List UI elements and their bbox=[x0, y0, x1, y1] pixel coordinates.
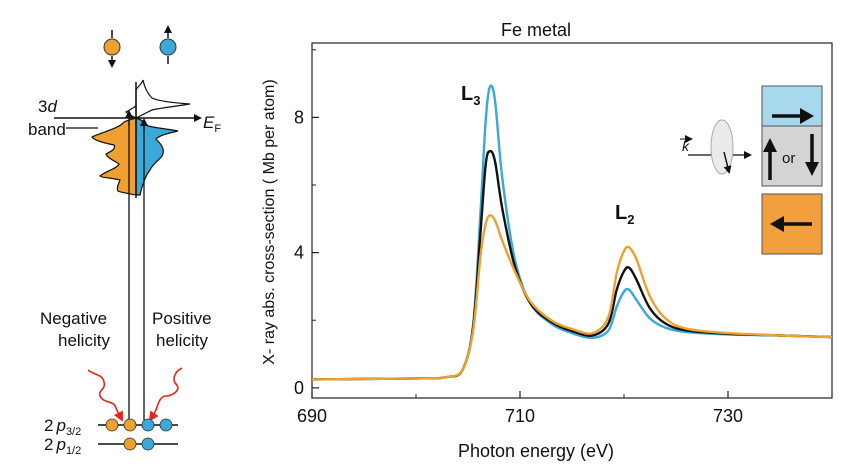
x-tick-label: 690 bbox=[297, 406, 327, 426]
band-schematic: EF 3d band Negative helicity Positive he… bbox=[28, 25, 221, 457]
y-tick-label: 8 bbox=[294, 107, 304, 127]
y-tick-label: 0 bbox=[294, 378, 304, 398]
x-tick-label: 730 bbox=[713, 406, 743, 426]
or-label: or bbox=[782, 150, 795, 167]
negative-photon-icon bbox=[87, 369, 123, 422]
annotation-l2: L2 bbox=[615, 202, 634, 227]
y-tick-label: 4 bbox=[294, 243, 304, 263]
positive-helicity-label-line2: helicity bbox=[156, 331, 208, 350]
positive-photon-icon bbox=[148, 367, 183, 422]
y-axis-label: X- ray abs. cross-section ( Mb per atom) bbox=[261, 79, 278, 364]
positive-helicity-label-line1: Positive bbox=[152, 309, 212, 328]
core-electron-icon bbox=[159, 418, 173, 432]
circular-polarization-icon bbox=[688, 119, 752, 175]
arrow-down-icon bbox=[805, 134, 819, 176]
core-electron-icon bbox=[123, 418, 137, 432]
level-2p12-label: 2 p1/2 bbox=[44, 435, 81, 457]
arrow-right-icon bbox=[772, 108, 814, 124]
negative-helicity-label-line2: helicity bbox=[58, 331, 110, 350]
spin-up-electron-icon bbox=[159, 25, 177, 64]
negative-helicity-label-line1: Negative bbox=[40, 309, 107, 328]
arrow-left-icon bbox=[770, 216, 812, 232]
fermi-label: EF bbox=[203, 113, 221, 135]
chart: 690 710 730 0 4 8 Fe metal Photon energy (eV)… bbox=[261, 20, 833, 461]
dos-occupied-up bbox=[135, 117, 179, 196]
tick-layer: 690 710 730 0 4 8 bbox=[294, 49, 743, 426]
core-electron-icon bbox=[141, 418, 155, 432]
spin-down-electron-icon bbox=[103, 30, 121, 68]
dos-occupied-down bbox=[91, 117, 137, 196]
dos-unoccupied-down bbox=[124, 104, 137, 119]
level-2p32-label: 2 p3/2 bbox=[44, 416, 81, 438]
core-electron-icon bbox=[123, 437, 137, 451]
annotation-l3: L3 bbox=[461, 83, 480, 108]
chart-title: Fe metal bbox=[501, 20, 571, 40]
series-line-2 bbox=[311, 214, 833, 381]
arrow-up-icon bbox=[763, 138, 777, 180]
dos-unoccupied-up bbox=[135, 79, 191, 119]
core-electron-icon bbox=[105, 418, 119, 432]
k-vector-label: k bbox=[682, 138, 690, 154]
polarization-legend: or k bbox=[680, 85, 823, 255]
plot-frame bbox=[311, 42, 833, 399]
band-label-line2: band bbox=[28, 120, 66, 139]
series-layer bbox=[311, 84, 833, 381]
series-line-1 bbox=[311, 149, 833, 381]
core-electron-icon bbox=[141, 437, 155, 451]
fermi-subscript: F bbox=[214, 123, 221, 135]
band-label-line1: 3d bbox=[38, 97, 57, 116]
x-tick-label: 710 bbox=[505, 406, 535, 426]
x-axis-label: Photon energy (eV) bbox=[458, 441, 614, 461]
